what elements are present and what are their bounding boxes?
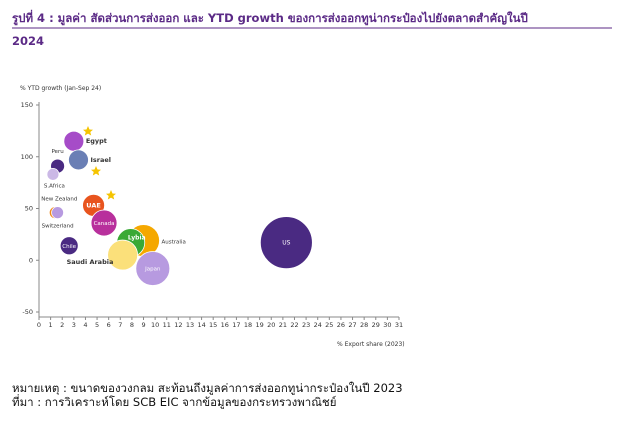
x-tick-label: 10 (151, 321, 159, 329)
y-tick-label: 50 (25, 205, 33, 213)
x-tick-label: 27 (348, 321, 356, 329)
x-tick-label: 9 (141, 321, 145, 329)
x-tick-label: 8 (130, 321, 134, 329)
bubble-label: Japan (144, 267, 161, 273)
x-axis-label: % Export share (2023) (337, 341, 405, 348)
x-tick-label: 28 (360, 321, 368, 329)
source: ที่มา : การวิเคราะห์โดย SCB EIC จากข้อมู… (12, 394, 336, 409)
y-tick-label: 0 (29, 256, 33, 264)
bubble (90, 209, 118, 237)
chart-title: รูปที่ 4 : มูลค่า สัดส่วนการส่งออก และ Y… (12, 9, 528, 26)
bubble-label: Saudi Arabia (67, 258, 114, 266)
y-tick-label: 100 (21, 153, 33, 161)
y-axis-label: % YTD growth (Jan-Sep 24) (20, 85, 101, 92)
bubble (259, 216, 313, 270)
x-tick-label: 12 (174, 321, 182, 329)
x-tick-label: 6 (107, 321, 111, 329)
x-tick-label: 25 (325, 321, 333, 329)
bubble-label: New Zealand (41, 197, 77, 203)
chart-title-year: 2024 (12, 34, 44, 48)
bubble (46, 167, 60, 181)
bubble-label: Chile (62, 244, 76, 250)
x-tick-label: 11 (163, 321, 171, 329)
x-tick-label: 3 (72, 321, 76, 329)
bubble-label: UAE (86, 201, 101, 209)
x-tick-label: 26 (337, 321, 345, 329)
x-tick-label: 16 (221, 321, 229, 329)
bubble-label: Canada (94, 221, 115, 227)
y-tick-label: -50 (22, 308, 33, 316)
bubble (107, 239, 139, 271)
bubble-label: S.Africa (44, 183, 65, 189)
x-tick-label: 31 (395, 321, 403, 329)
bubble-label: Peru (51, 149, 63, 155)
x-tick-label: 0 (37, 321, 41, 329)
x-tick-label: 13 (186, 321, 194, 329)
bubble-label: Switzerland (42, 224, 74, 230)
bubble-label: US (282, 240, 290, 247)
x-tick-label: 22 (290, 321, 298, 329)
bubble-label: Egypt (86, 137, 107, 145)
bubble-label: Australia (162, 240, 186, 246)
x-tick-label: 1 (49, 321, 53, 329)
x-tick-label: 18 (244, 321, 252, 329)
x-tick-label: 23 (302, 321, 310, 329)
x-tick-label: 7 (118, 321, 122, 329)
note: หมายเหตุ : ขนาดของวงกลม สะท้อนถึงมูลค่าก… (12, 381, 403, 395)
bubble (135, 251, 171, 286)
x-tick-label: 30 (383, 321, 391, 329)
x-tick-label: 5 (95, 321, 99, 329)
x-tick-label: 4 (83, 321, 87, 329)
y-tick-label: 150 (21, 101, 33, 109)
x-tick-label: 29 (372, 321, 380, 329)
x-tick-label: 15 (209, 321, 217, 329)
x-tick-label: 21 (279, 321, 287, 329)
bubble-label: Lybia (128, 235, 146, 242)
stars (83, 126, 116, 200)
bubble (59, 236, 79, 256)
x-tick-label: 24 (314, 321, 322, 329)
bubble (63, 130, 85, 152)
bubble (51, 206, 64, 220)
bubble-label: Israel (90, 156, 111, 164)
x-tick-label: 14 (197, 321, 205, 329)
x-tick-label: 17 (232, 321, 240, 329)
x-tick-label: 20 (267, 321, 275, 329)
bubble (68, 149, 89, 171)
x-tick-label: 2 (60, 321, 64, 329)
x-tick-label: 19 (256, 321, 264, 329)
